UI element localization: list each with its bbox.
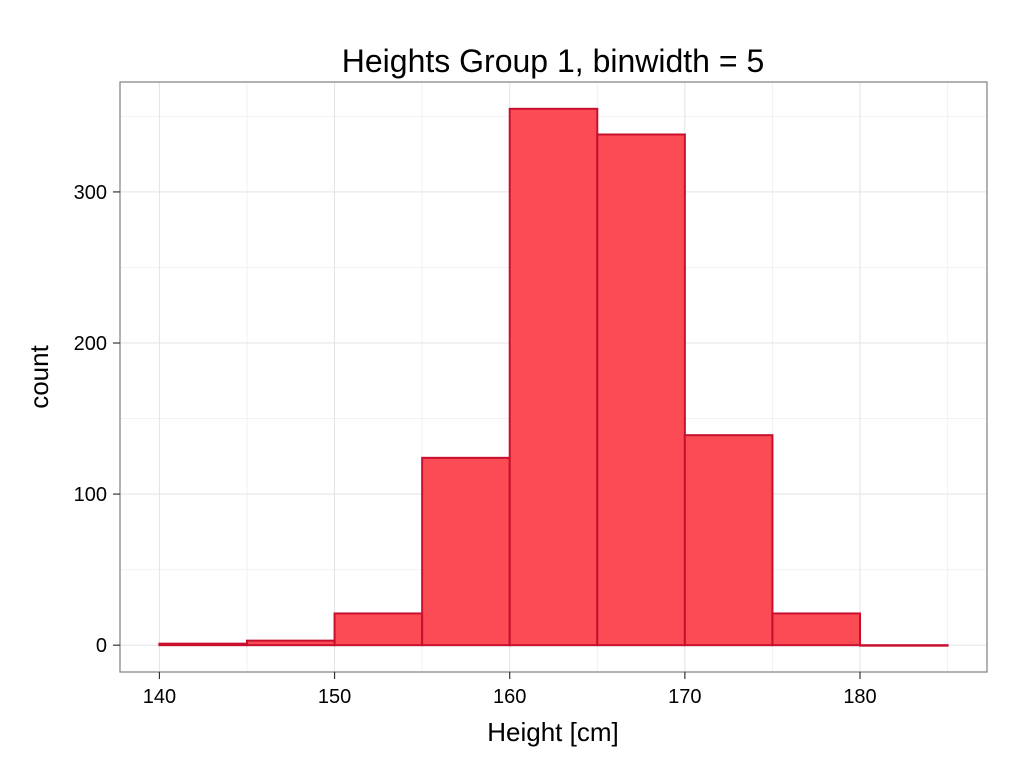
y-tick-label: 300 (74, 182, 107, 204)
histogram-bar (421, 456, 511, 647)
y-tick-label: 200 (74, 333, 107, 355)
y-tick-label: 0 (96, 635, 107, 657)
bars (158, 107, 949, 647)
x-tick-label: 140 (143, 686, 176, 708)
x-tick-label: 150 (318, 686, 351, 708)
x-tick-label: 170 (668, 686, 701, 708)
x-tick-label: 160 (493, 686, 526, 708)
x-axis: 140 150 160 170 180 (143, 672, 877, 708)
histogram-bar (158, 642, 248, 647)
y-tick-label: 100 (74, 484, 107, 506)
histogram-bar (333, 612, 424, 647)
histogram-bar (508, 107, 599, 647)
y-axis-label: count (24, 344, 54, 408)
plot-panel (119, 81, 988, 673)
y-axis: 0 100 200 300 (74, 182, 120, 657)
x-axis-label: Height [cm] (487, 717, 619, 747)
x-tick-label: 180 (843, 686, 876, 708)
chart-title: Heights Group 1, binwidth = 5 (342, 43, 764, 79)
histogram-bar (859, 644, 949, 647)
plot-border (119, 81, 988, 673)
histogram-bar (596, 133, 686, 647)
histogram-bar (771, 612, 862, 647)
histogram-bar (245, 639, 336, 647)
histogram-bar (683, 434, 774, 647)
